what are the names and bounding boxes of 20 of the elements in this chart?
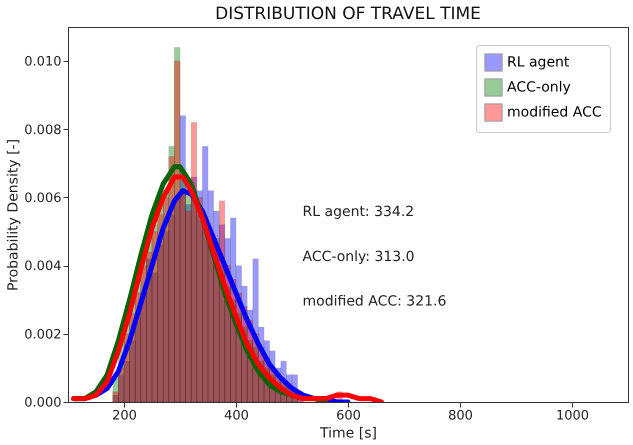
y-tick-label: 0.006 xyxy=(24,190,62,206)
x-tick-label: 800 xyxy=(448,408,473,424)
annotation: ACC-only: 313.0 xyxy=(302,248,415,265)
x-tick-label: 400 xyxy=(224,408,249,424)
y-axis-title: Probability Density [-] xyxy=(5,138,22,292)
x-tick-label: 200 xyxy=(112,408,137,424)
x-tick-label: 600 xyxy=(336,408,361,424)
y-tick-label: 0.008 xyxy=(24,122,62,138)
y-tick-label: 0.010 xyxy=(24,54,62,70)
chart-title: DISTRIBUTION OF TRAVEL TIME xyxy=(215,4,481,24)
annotation: modified ACC: 321.6 xyxy=(302,294,446,310)
y-tick-label: 0.002 xyxy=(24,327,62,342)
x-axis-title: Time [s] xyxy=(319,426,377,442)
y-tick-label: 0.000 xyxy=(24,396,62,410)
x-tick-label: 1000 xyxy=(556,408,590,424)
legend-label: modified ACC xyxy=(507,104,602,120)
y-tick-label: 0.004 xyxy=(24,259,62,274)
legend-label: RL agent xyxy=(507,54,570,70)
legend-label: ACC-only xyxy=(507,80,571,96)
annotation: RL agent: 334.2 xyxy=(302,204,414,220)
